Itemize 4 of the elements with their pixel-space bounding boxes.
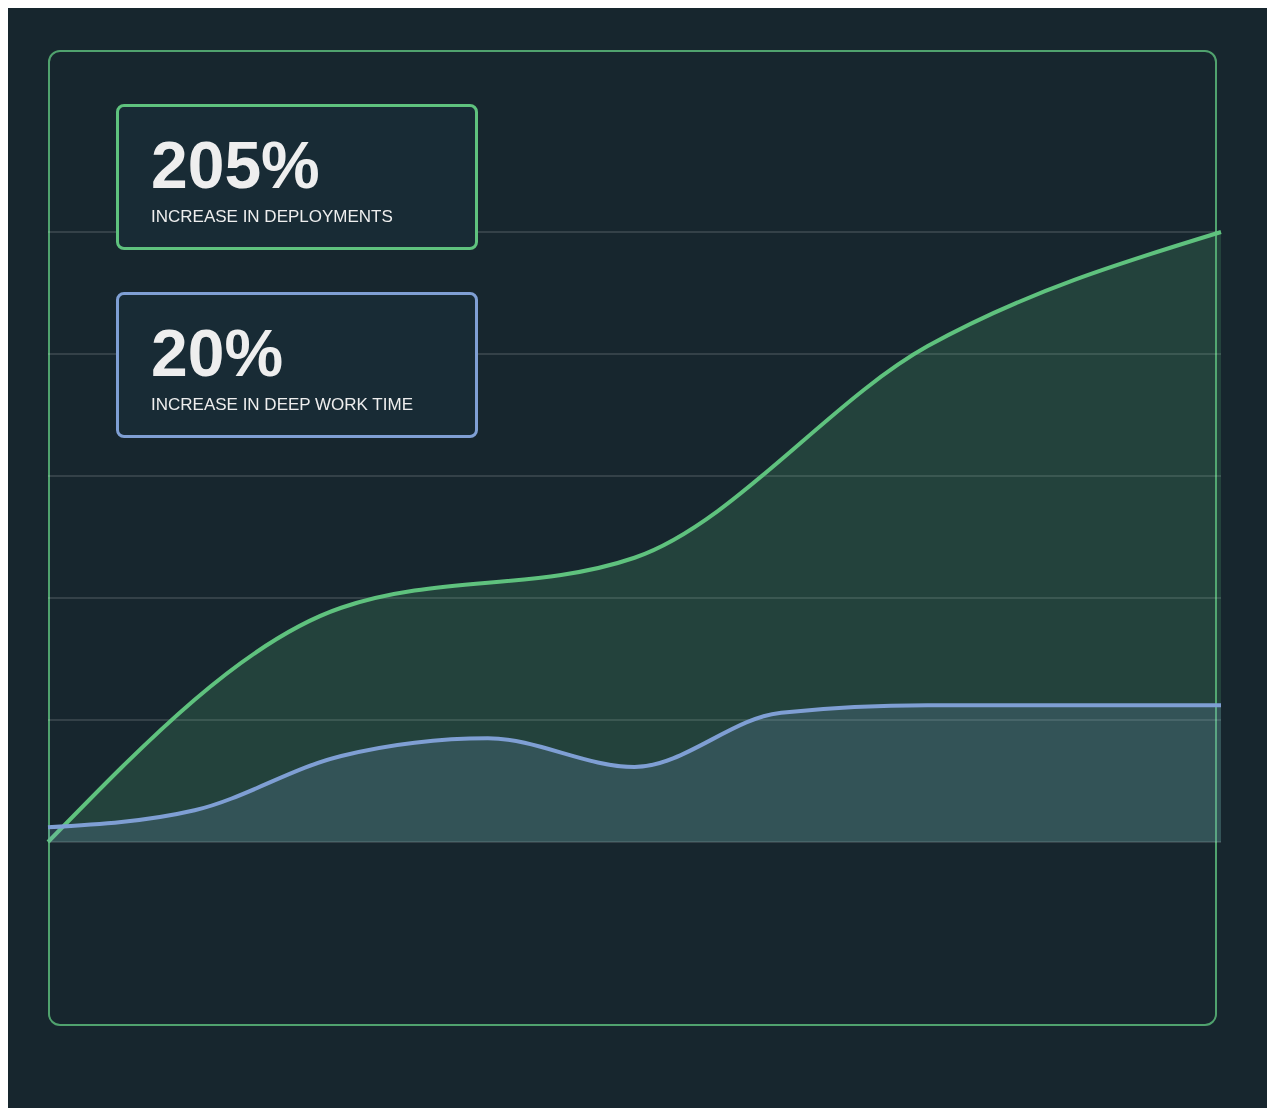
text: 205%	[151, 128, 321, 202]
annotation: INCREASE IN DEEP WORK TIME	[151, 395, 414, 415]
text: INCREASE IN DEPLOYMENTS	[151, 207, 394, 227]
annotation: 20%	[151, 316, 285, 390]
